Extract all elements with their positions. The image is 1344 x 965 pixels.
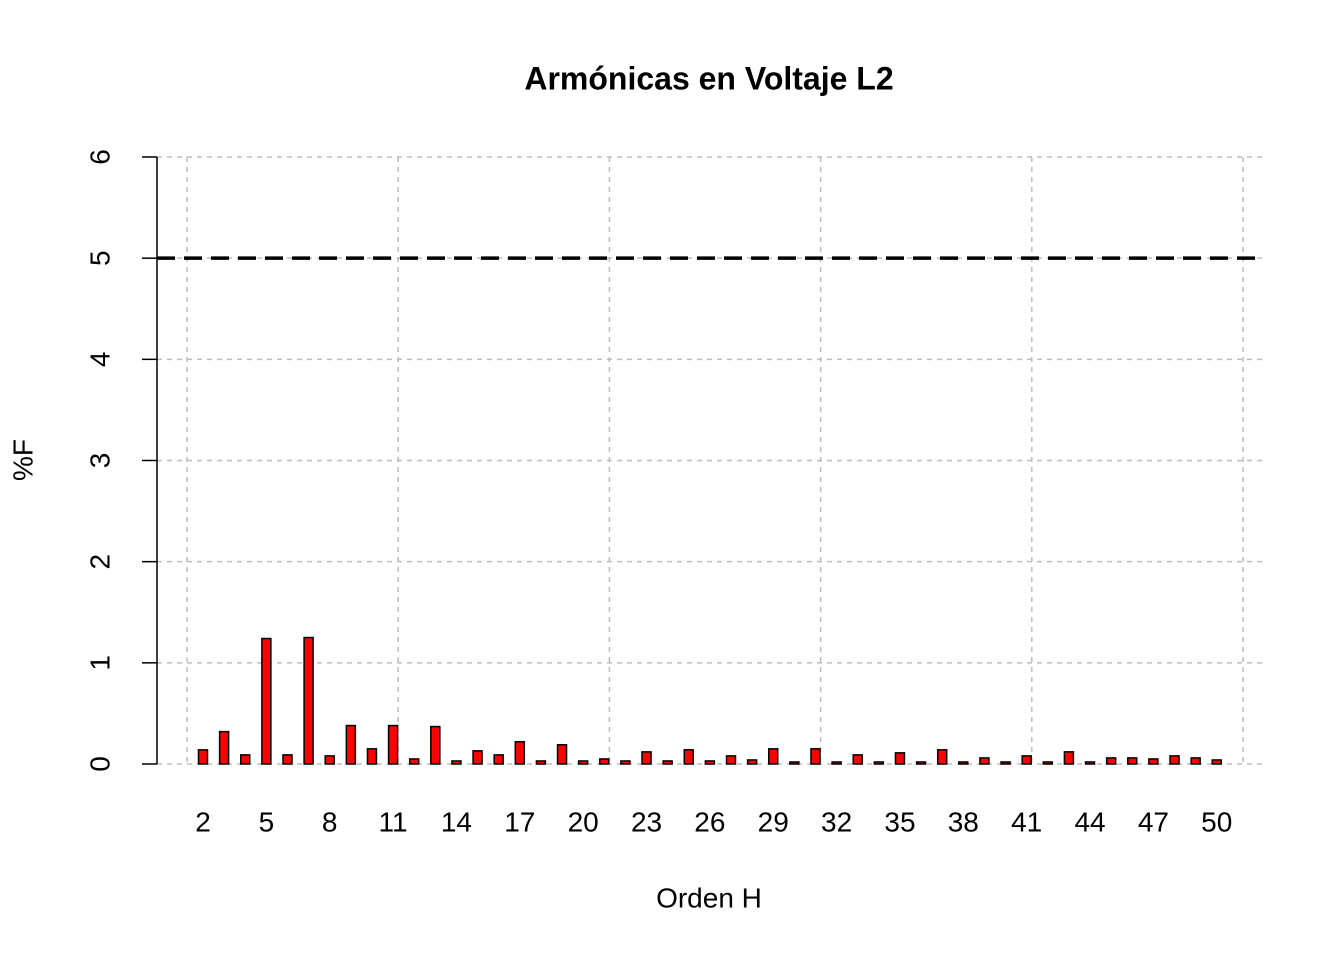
chart-title: Armónicas en Voltaje L2 bbox=[524, 60, 893, 96]
bar bbox=[303, 636, 314, 765]
bar bbox=[662, 760, 673, 765]
y-tick-label: 3 bbox=[84, 453, 115, 469]
bar bbox=[218, 730, 230, 765]
bar bbox=[282, 754, 293, 765]
x-tick-label: 44 bbox=[1074, 806, 1105, 837]
bar bbox=[1211, 759, 1223, 765]
bar bbox=[1148, 758, 1159, 765]
bar bbox=[366, 748, 378, 765]
bar bbox=[704, 760, 716, 765]
bar bbox=[493, 754, 504, 765]
bar bbox=[556, 744, 568, 765]
x-tick-label: 14 bbox=[441, 806, 472, 837]
bar bbox=[514, 740, 526, 765]
bar bbox=[789, 761, 800, 765]
x-tick-label: 5 bbox=[259, 806, 275, 837]
y-tick-label: 0 bbox=[84, 756, 115, 772]
x-tick-label: 50 bbox=[1201, 806, 1232, 837]
bar bbox=[408, 758, 420, 765]
x-tick-label: 8 bbox=[322, 806, 338, 837]
bar bbox=[430, 725, 441, 765]
x-tick-label: 47 bbox=[1138, 806, 1169, 837]
bar bbox=[1021, 755, 1032, 765]
x-tick-label: 32 bbox=[821, 806, 852, 837]
bar bbox=[472, 750, 483, 765]
bar bbox=[620, 760, 631, 765]
x-tick-label: 2 bbox=[195, 806, 211, 837]
x-tick-label: 29 bbox=[758, 806, 789, 837]
bar bbox=[197, 749, 209, 765]
bar bbox=[1000, 761, 1011, 765]
x-tick-label: 41 bbox=[1011, 806, 1042, 837]
bar bbox=[1105, 757, 1117, 765]
bar bbox=[599, 758, 610, 765]
bar bbox=[1169, 755, 1180, 765]
bar bbox=[641, 751, 652, 765]
bar bbox=[535, 760, 547, 765]
bar bbox=[683, 749, 695, 765]
bar bbox=[387, 724, 399, 765]
bar bbox=[1190, 757, 1201, 765]
bar bbox=[324, 755, 335, 765]
x-tick-label: 17 bbox=[504, 806, 535, 837]
bar bbox=[451, 760, 462, 765]
bar bbox=[577, 760, 589, 765]
bar bbox=[979, 757, 990, 765]
x-axis-label: Orden H bbox=[656, 882, 762, 913]
bar bbox=[345, 724, 357, 765]
y-tick-label: 1 bbox=[84, 655, 115, 671]
x-tick-label: 38 bbox=[948, 806, 979, 837]
bar bbox=[1127, 757, 1138, 765]
x-tick-label: 11 bbox=[379, 806, 408, 837]
bar bbox=[239, 754, 251, 765]
bar bbox=[261, 637, 272, 765]
bar bbox=[894, 752, 906, 765]
x-tick-label: 23 bbox=[631, 806, 662, 837]
y-tick-label: 2 bbox=[84, 554, 115, 570]
y-tick-label: 5 bbox=[84, 250, 115, 266]
bar bbox=[936, 749, 948, 765]
y-tick-label: 6 bbox=[84, 149, 115, 165]
bar bbox=[725, 755, 737, 765]
bar bbox=[767, 748, 779, 765]
bar bbox=[958, 761, 969, 765]
x-tick-label: 26 bbox=[694, 806, 725, 837]
bar bbox=[831, 761, 842, 765]
bar bbox=[746, 759, 758, 765]
x-tick-label: 35 bbox=[884, 806, 915, 837]
bar bbox=[810, 748, 821, 765]
bar bbox=[1084, 761, 1096, 765]
x-tick-label: 20 bbox=[568, 806, 599, 837]
bar bbox=[915, 761, 927, 765]
bar bbox=[852, 754, 863, 765]
y-tick-label: 4 bbox=[84, 352, 115, 368]
bar bbox=[1042, 761, 1054, 765]
bar bbox=[1063, 751, 1075, 765]
y-axis-label: %F bbox=[7, 439, 38, 481]
bar bbox=[873, 761, 885, 765]
